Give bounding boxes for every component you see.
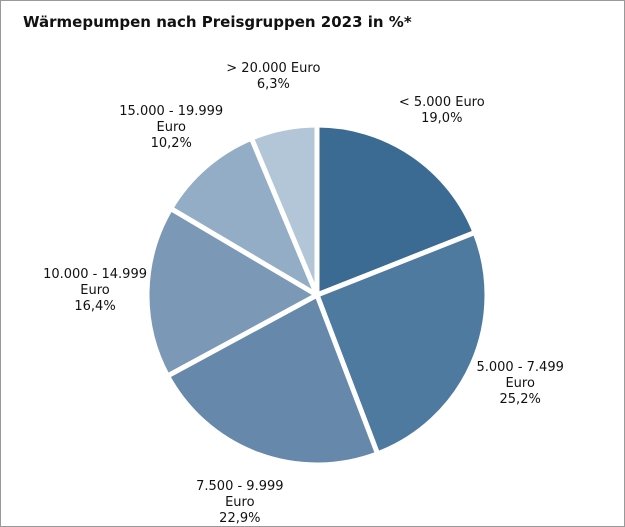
value-label: 6,3% [256,77,290,93]
category-label: < 5.000 Euro [398,95,485,111]
value-label: 10,2% [150,135,192,151]
slice-label: 5.000 - 7.499 Euro 25,2% [465,360,575,408]
pie-slice [144,205,320,379]
pie-slice [165,292,381,468]
slice-label: < 5.000 Euro 19,0% [387,95,497,127]
pie-slice [314,229,490,457]
category-label: 10.000 - 14.999 Euro [43,266,147,298]
value-label: 25,2% [499,392,541,408]
category-label: 7.500 - 9.999 Euro [196,479,284,511]
slice-label: 15.000 - 19.999 Euro 10,2% [116,104,226,152]
pie-slice [168,135,320,298]
value-label: 16,4% [74,298,116,314]
chart-title: Wärmepumpen nach Preisgruppen 2023 in %* [23,13,412,31]
slice-label: > 20.000 Euro 6,3% [218,61,328,93]
pie-slice [314,122,478,298]
slice-label: 7.500 - 9.999 Euro 22,9% [185,479,295,527]
value-label: 19,0% [421,111,463,127]
slice-label: 10.000 - 14.999 Euro 16,4% [40,267,150,315]
category-label: 15.000 - 19.999 Euro [119,103,224,135]
category-label: 5.000 - 7.499 Euro [476,360,564,392]
pie-slice [248,122,320,298]
category-label: > 20.000 Euro [226,61,321,77]
value-label: 22,9% [219,511,261,527]
